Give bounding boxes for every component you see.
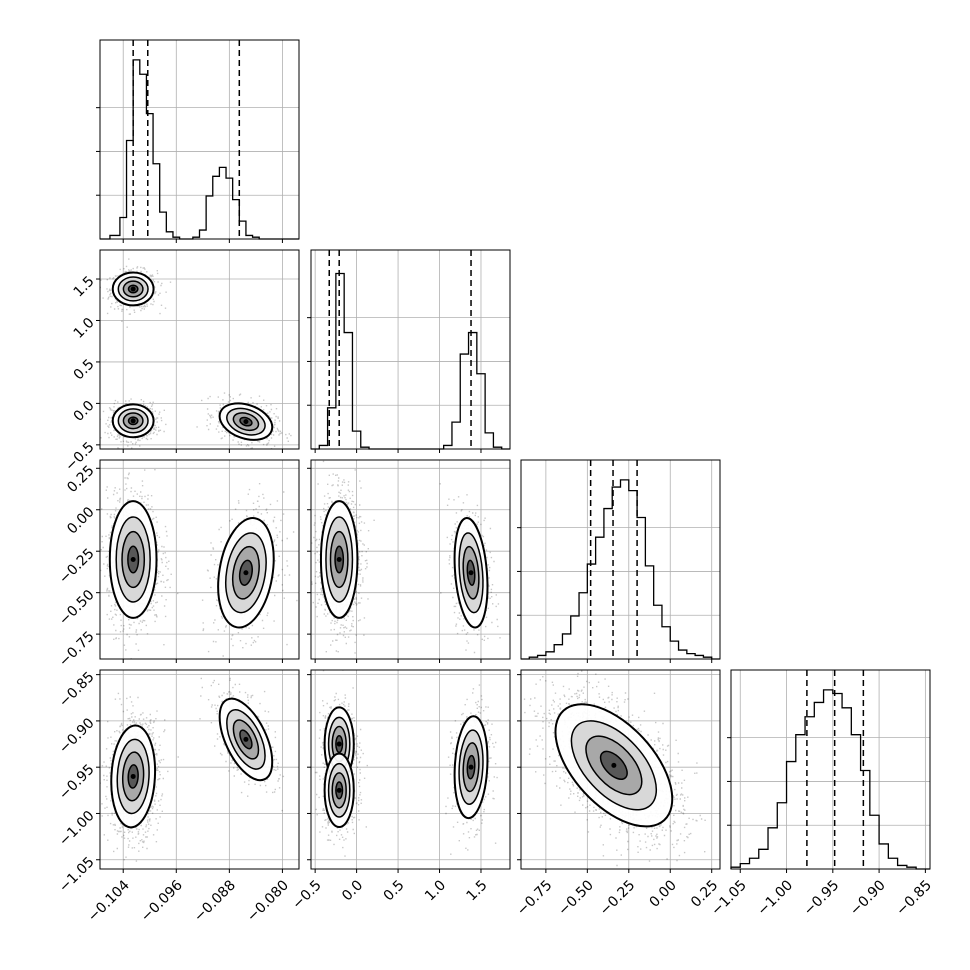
x-tick-label: −0.50 xyxy=(555,877,597,919)
x-tick-label: −0.75 xyxy=(514,877,556,919)
x-tick-label: −0.104 xyxy=(85,877,133,925)
y-tick-label: −0.25 xyxy=(56,546,98,588)
tick-labels: −0.104 −0.096 −0.088 −0.080−0.5 0.0 0.5 1.0 1.5… xyxy=(56,273,935,925)
axes-frame xyxy=(310,459,511,660)
scatter-points xyxy=(523,670,706,867)
y-tick-label: 1.5 xyxy=(71,273,98,300)
density-peak xyxy=(336,741,342,747)
histogram-panel-2 xyxy=(517,459,721,663)
axes-frame xyxy=(520,459,721,660)
density-peak xyxy=(130,286,136,292)
y-tick-label: −1.05 xyxy=(56,854,98,896)
y-tick-label: 1.0 xyxy=(71,315,98,342)
y-tick-label: 0.00 xyxy=(64,504,97,537)
x-tick-label: −0.080 xyxy=(244,877,292,925)
x-tick-label: −0.088 xyxy=(191,877,239,925)
scatter-points xyxy=(100,469,298,659)
histogram-step xyxy=(730,689,930,870)
x-tick-label: 0.5 xyxy=(381,877,408,904)
x-tick-label: −1.00 xyxy=(754,877,796,919)
axes-frame xyxy=(310,669,511,870)
axes-frame xyxy=(99,459,300,660)
y-tick-label: 0.0 xyxy=(71,398,98,425)
y-tick-label: −0.95 xyxy=(56,762,98,804)
scatter-panel-2_1 xyxy=(307,459,511,663)
y-tick-label: −0.75 xyxy=(56,628,98,670)
density-peak xyxy=(468,764,474,770)
scatter-panel-3_2 xyxy=(517,669,721,873)
y-tick-label: −0.90 xyxy=(56,715,98,757)
x-tick-label: −0.25 xyxy=(597,877,639,919)
scatter-dots xyxy=(100,258,172,328)
density-peak xyxy=(243,419,249,425)
histogram-panel-0 xyxy=(96,39,300,243)
x-tick-label: −0.5 xyxy=(289,877,324,912)
x-tick-label: 0.0 xyxy=(339,877,366,904)
density-peak xyxy=(130,557,136,562)
x-tick-label: −0.95 xyxy=(801,877,843,919)
density-peak xyxy=(336,557,342,562)
histogram-panel-1 xyxy=(307,249,511,453)
histogram-step xyxy=(521,479,720,660)
x-tick-label: 1.0 xyxy=(422,877,449,904)
scatter-panel-1_0 xyxy=(96,249,300,453)
axes-frame xyxy=(99,249,300,450)
scatter-points xyxy=(100,677,285,862)
x-tick-label: 1.5 xyxy=(464,877,491,904)
y-tick-label: −0.85 xyxy=(56,669,98,711)
scatter-panel-3_0 xyxy=(96,669,300,873)
scatter-panel-3_1 xyxy=(307,669,511,873)
axes-frame xyxy=(730,669,931,870)
density-peak xyxy=(336,787,342,793)
density-peak xyxy=(243,570,249,576)
histogram-step xyxy=(100,59,299,240)
density-peak xyxy=(468,570,474,576)
density-peak xyxy=(130,418,136,424)
y-tick-label: 0.5 xyxy=(71,356,98,383)
scatter-panel-2_0 xyxy=(96,459,300,663)
axes-frame xyxy=(520,669,721,870)
density-peak xyxy=(130,773,136,779)
x-tick-label: −0.85 xyxy=(893,877,935,919)
axes-frame xyxy=(99,669,300,870)
scatter-points xyxy=(100,258,292,449)
density-peak xyxy=(243,736,249,742)
x-tick-label: −0.90 xyxy=(847,877,889,919)
y-tick-label: −0.50 xyxy=(56,587,98,629)
scatter-dots xyxy=(314,721,367,857)
axes-frame xyxy=(99,39,300,240)
x-tick-label: 0.00 xyxy=(647,877,680,910)
scatter-points xyxy=(314,670,498,857)
y-tick-label: −1.00 xyxy=(56,808,98,850)
scatter-points xyxy=(311,460,501,654)
x-tick-label: −0.096 xyxy=(138,877,186,925)
density-peak xyxy=(611,762,617,768)
histogram-panel-3 xyxy=(727,669,931,873)
axes-frame xyxy=(310,249,511,450)
